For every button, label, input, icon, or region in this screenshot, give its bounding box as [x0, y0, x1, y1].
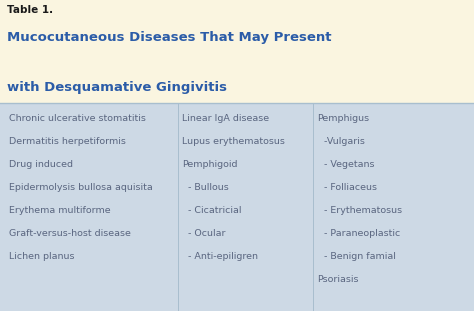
Text: Lupus erythematosus: Lupus erythematosus — [182, 137, 285, 146]
Text: Drug induced: Drug induced — [9, 160, 73, 169]
Text: Linear IgA disease: Linear IgA disease — [182, 114, 270, 123]
Text: - Cicatricial: - Cicatricial — [182, 206, 242, 215]
Bar — [0, 103, 474, 311]
Text: Chronic ulcerative stomatitis: Chronic ulcerative stomatitis — [9, 114, 146, 123]
Text: - Bullous: - Bullous — [182, 183, 229, 192]
Text: - Erythematosus: - Erythematosus — [318, 206, 401, 215]
Text: - Anti-epiligren: - Anti-epiligren — [182, 252, 258, 261]
Bar — [0, 0, 474, 103]
Text: Table 1.: Table 1. — [7, 5, 53, 15]
Text: Dermatitis herpetiformis: Dermatitis herpetiformis — [9, 137, 127, 146]
Text: Psoriasis: Psoriasis — [318, 275, 359, 284]
Text: Pemphigoid: Pemphigoid — [182, 160, 238, 169]
Text: - Paraneoplastic: - Paraneoplastic — [318, 229, 400, 238]
Text: Graft-versus-host disease: Graft-versus-host disease — [9, 229, 131, 238]
Text: - Vegetans: - Vegetans — [318, 160, 374, 169]
Text: Epidermolysis bullosa aquisita: Epidermolysis bullosa aquisita — [9, 183, 153, 192]
Text: - Benign famial: - Benign famial — [318, 252, 395, 261]
Text: with Desquamative Gingivitis: with Desquamative Gingivitis — [7, 81, 227, 94]
Text: Lichen planus: Lichen planus — [9, 252, 75, 261]
Text: Mucocutaneous Diseases That May Present: Mucocutaneous Diseases That May Present — [7, 31, 332, 44]
Text: Pemphigus: Pemphigus — [318, 114, 370, 123]
Text: Erythema multiforme: Erythema multiforme — [9, 206, 111, 215]
Text: -Vulgaris: -Vulgaris — [318, 137, 365, 146]
Text: - Ocular: - Ocular — [182, 229, 226, 238]
Text: - Folliaceus: - Folliaceus — [318, 183, 376, 192]
